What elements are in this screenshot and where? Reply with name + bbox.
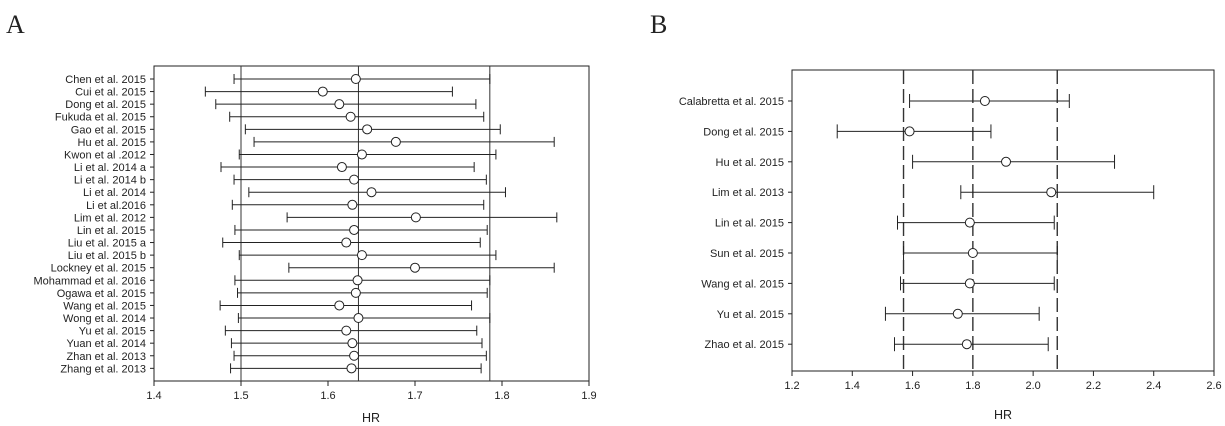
a-hr-point-9 (366, 187, 377, 198)
a-study-label-7: Li et al. 2014 a (74, 162, 147, 174)
a-x-tick-label-4: 1.8 (494, 390, 509, 402)
b-study-label-1: Dong et al. 2015 (703, 126, 784, 138)
a-hr-point-0 (350, 74, 361, 84)
panel-b-marks (836, 94, 1155, 352)
a-hr-point-16 (352, 275, 363, 286)
a-study-label-3: Fukuda et al. 2015 (55, 112, 146, 124)
a-hr-point-4 (362, 124, 373, 135)
a-study-label-4: Gao et al. 2015 (71, 124, 146, 136)
b-x-tick-label-7: 2.6 (1206, 380, 1221, 392)
b-study-label-0: Calabretta et al. 2015 (679, 96, 784, 108)
b-study-label-2: Hu et al. 2015 (716, 157, 785, 169)
b-x-tick-label-0: 1.2 (784, 380, 799, 392)
a-study-label-21: Yuan et al. 2014 (66, 338, 146, 350)
a-x-tick-label-2: 1.6 (320, 390, 335, 402)
a-x-tick-label-3: 1.7 (407, 390, 422, 402)
b-hr-point-6 (964, 278, 975, 289)
b-hr-point-8 (961, 339, 972, 350)
panel-b-ticks: 1.2 1.4 1.6 1.8 2.0 2.2 2.4 2.6 (784, 371, 1222, 392)
panel-b-x-axis-title: HR (994, 408, 1012, 422)
b-x-tick-label-1: 1.4 (845, 380, 860, 392)
panel-a-label: A (6, 10, 25, 39)
a-hr-point-8 (349, 174, 360, 185)
a-study-label-13: Liu et al. 2015 a (68, 238, 147, 250)
panel-b-reference-lines (902, 70, 1058, 371)
panel-a-reference-lines (240, 66, 491, 381)
panel-b-study-labels: Calabretta et al. 2015 Dong et al. 2015 Hu… (679, 96, 792, 351)
a-study-label-8: Li et al. 2014 b (74, 175, 146, 187)
panel-b-label: B (650, 10, 667, 39)
a-hr-point-20 (341, 325, 352, 336)
a-study-label-5: Hu et al. 2015 (78, 137, 147, 149)
a-hr-point-17 (350, 287, 361, 298)
a-study-label-16: Mohammad et al. 2016 (33, 275, 146, 287)
a-hr-point-13 (341, 237, 352, 248)
panel-a-plot-frame (153, 65, 590, 382)
a-hr-point-1 (317, 86, 328, 97)
a-study-label-2: Dong et al. 2015 (65, 99, 146, 111)
b-study-label-3: Lim et al. 2013 (712, 187, 784, 199)
a-hr-point-19 (353, 313, 364, 324)
a-hr-point-23 (346, 363, 357, 374)
a-study-label-22: Zhan et al. 2013 (66, 351, 146, 363)
b-study-label-6: Wang et al. 2015 (701, 278, 784, 290)
a-hr-point-15 (410, 262, 420, 273)
a-study-label-0: Chen et al. 2015 (65, 74, 146, 86)
b-x-tick-label-3: 1.8 (965, 380, 980, 392)
panel-a-marks (204, 74, 558, 374)
a-hr-point-6 (356, 149, 367, 160)
a-hr-point-12 (349, 224, 360, 235)
a-x-tick-label-0: 1.4 (146, 390, 161, 402)
a-study-label-20: Yu et al. 2015 (79, 326, 146, 338)
a-hr-point-21 (347, 338, 358, 349)
a-hr-point-22 (349, 350, 360, 361)
b-x-tick-label-2: 1.6 (905, 380, 920, 392)
a-hr-point-18 (334, 300, 345, 311)
a-hr-point-5 (390, 136, 401, 147)
a-study-label-17: Ogawa et al. 2015 (57, 288, 146, 300)
b-hr-point-1 (904, 126, 915, 137)
a-study-label-23: Zhang et al. 2013 (60, 363, 146, 375)
b-study-label-7: Yu et al. 2015 (717, 309, 784, 321)
a-study-label-10: Li et al.2016 (86, 200, 146, 212)
panel-a-x-axis-title: HR (362, 411, 380, 425)
b-x-tick-label-5: 2.2 (1086, 380, 1101, 392)
a-x-tick-label-1: 1.5 (233, 390, 248, 402)
panel-b: B HR 1.2 1.4 1.6 1.8 2.0 2.2 2.4 2.6 Calabretta… (650, 10, 1222, 422)
a-hr-point-11 (410, 212, 421, 223)
b-hr-point-0 (979, 96, 990, 106)
a-x-tick-label-5: 1.9 (581, 390, 596, 402)
b-hr-point-5 (967, 248, 978, 258)
b-study-label-5: Sun et al. 2015 (710, 248, 784, 260)
a-study-label-18: Wang et al. 2015 (63, 300, 146, 312)
a-hr-point-10 (347, 199, 358, 210)
a-hr-point-14 (356, 250, 367, 261)
b-hr-point-7 (952, 308, 963, 319)
panel-a-ticks: 1.4 1.5 1.6 1.7 1.8 1.9 (146, 381, 597, 402)
a-study-label-11: Lim et al. 2012 (74, 212, 146, 224)
b-hr-point-4 (964, 217, 975, 228)
a-study-label-14: Liu et al. 2015 b (68, 250, 146, 262)
b-study-label-4: Lin et al. 2015 (715, 218, 784, 230)
a-hr-point-2 (334, 99, 345, 110)
a-study-label-6: Kwon et al .2012 (64, 149, 146, 161)
a-study-label-1: Cui et al. 2015 (75, 87, 146, 99)
a-study-label-15: Lockney et al. 2015 (51, 263, 146, 275)
panel-a: A HR 1.4 1.5 1.6 1.7 1.8 1.9 Chen et al. 2015… (6, 10, 597, 425)
a-study-label-19: Wong et al. 2014 (63, 313, 146, 325)
b-hr-point-2 (1001, 156, 1012, 167)
b-x-tick-label-6: 2.4 (1146, 380, 1161, 392)
a-study-label-12: Lin et al. 2015 (77, 225, 146, 237)
a-study-label-9: Li et al. 2014 (83, 187, 146, 199)
a-hr-point-3 (345, 111, 356, 122)
b-hr-point-3 (1046, 187, 1057, 198)
b-study-label-8: Zhao et al. 2015 (704, 339, 784, 351)
b-x-tick-label-4: 2.0 (1025, 380, 1040, 392)
a-hr-point-7 (336, 162, 347, 173)
panel-b-plot-frame (791, 69, 1215, 372)
